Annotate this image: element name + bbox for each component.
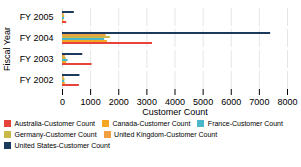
svg-text:6000: 6000 bbox=[221, 97, 241, 107]
svg-text:1000: 1000 bbox=[81, 97, 101, 107]
svg-text:FY 2005: FY 2005 bbox=[20, 12, 54, 22]
svg-text:3000: 3000 bbox=[137, 97, 157, 107]
svg-text:0: 0 bbox=[60, 97, 65, 107]
svg-text:Fiscal Year: Fiscal Year bbox=[2, 27, 12, 71]
svg-text:2000: 2000 bbox=[109, 97, 129, 107]
html-text:Germany-Customer Count: Germany-Customer Count bbox=[14, 131, 97, 138]
html-text:United Kingdom-Customer Count: United Kingdom-Customer Count bbox=[114, 131, 218, 138]
svg-text:FY 2002: FY 2002 bbox=[20, 75, 54, 85]
html-text:Australia-Customer Count: Australia-Customer Count bbox=[14, 120, 95, 127]
svg-text:FY 2004: FY 2004 bbox=[20, 33, 54, 43]
svg-text:Customer Count: Customer Count bbox=[142, 107, 208, 117]
svg-text:8000: 8000 bbox=[277, 97, 297, 107]
html-text:United States-Customer Count: United States-Customer Count bbox=[14, 142, 110, 149]
html-text:France-Customer Count: France-Customer Count bbox=[207, 120, 283, 127]
html-text:Canada-Customer Count: Canada-Customer Count bbox=[112, 120, 191, 127]
svg-text:7000: 7000 bbox=[249, 97, 269, 107]
svg-text:5000: 5000 bbox=[193, 97, 213, 107]
svg-text:4000: 4000 bbox=[165, 97, 185, 107]
svg-text:FY 2003: FY 2003 bbox=[20, 54, 54, 64]
